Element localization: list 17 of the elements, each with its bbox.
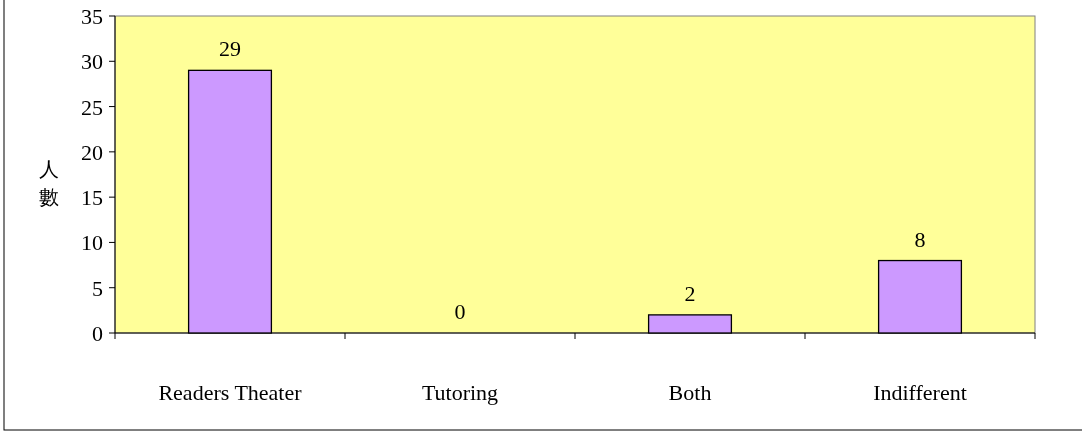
y-tick-label: 35 — [81, 4, 103, 29]
data-label: 0 — [454, 299, 466, 324]
x-tick-label: Indifferent — [873, 380, 967, 405]
y-tick-label: 25 — [81, 94, 103, 120]
data-label: 29 — [219, 36, 241, 62]
y-tick-label: 10 — [81, 230, 103, 256]
y-tick-label: 30 — [81, 49, 103, 75]
y-axis-title: 人數 — [39, 157, 59, 209]
data-label: 2 — [684, 280, 696, 306]
x-tick-label: Readers Theater — [158, 380, 303, 405]
data-label: 8 — [914, 226, 926, 252]
y-tick-label: 5 — [92, 275, 103, 301]
x-tick-label: Both — [668, 380, 712, 405]
y-tick-label: 20 — [81, 139, 103, 165]
y-tick-label: 0 — [92, 321, 103, 346]
x-tick-label: Tutoring — [421, 380, 499, 405]
y-tick-label: 15 — [81, 185, 103, 211]
